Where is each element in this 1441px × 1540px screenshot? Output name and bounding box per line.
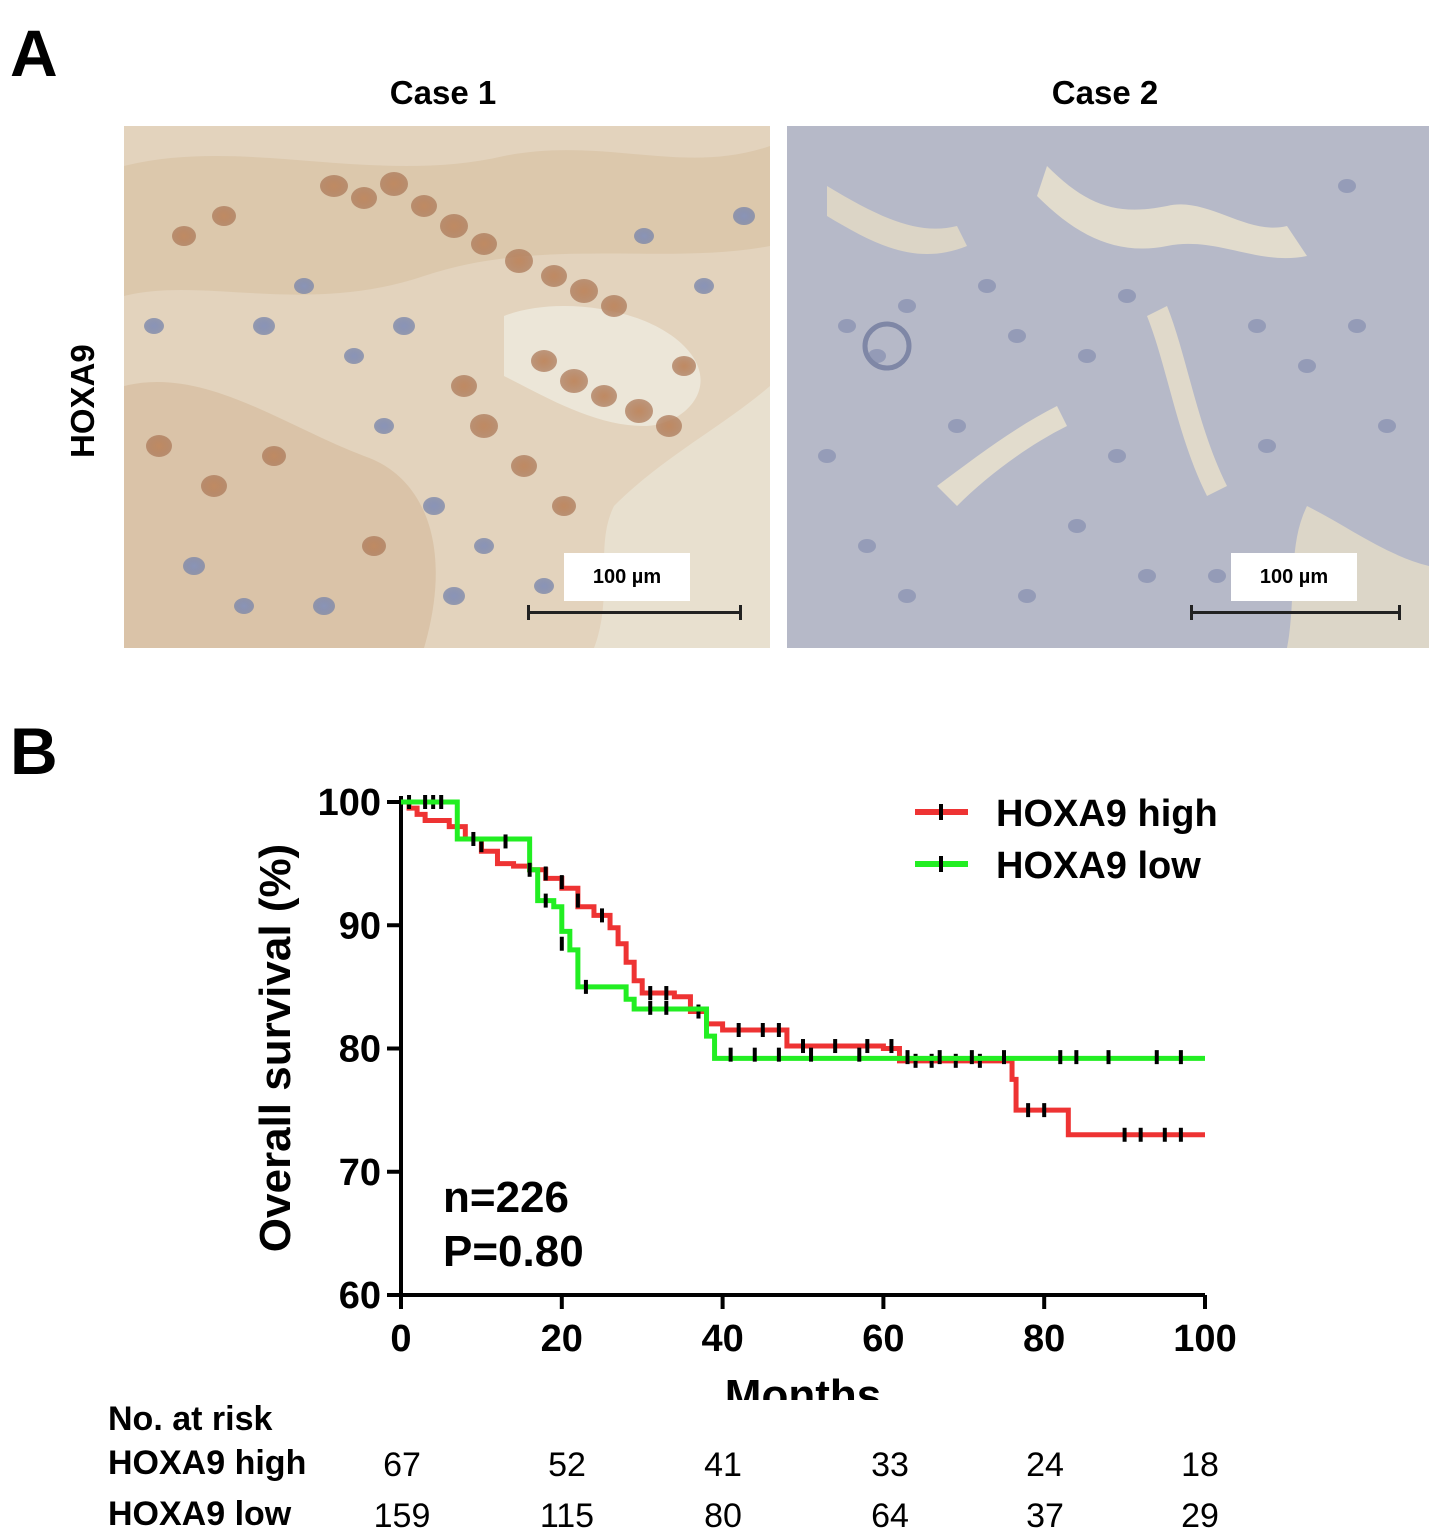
case-1-title: Case 1	[389, 74, 497, 111]
x-tick-label: 60	[862, 1318, 904, 1360]
case-1-scale-label: 100 µm	[564, 553, 690, 601]
y-tick-label: 80	[339, 1029, 381, 1071]
risk-low-60: 64	[871, 1497, 909, 1535]
survival-chart: 0 20 40 60 80 100 60 70 80 90 100 HOXA9 high HOXA9 …	[251, 782, 1237, 1400]
case-2-title: Case 2	[1051, 74, 1159, 111]
risk-row-low-label: HOXA9 low	[108, 1495, 292, 1533]
risk-high-0: 67	[383, 1446, 421, 1484]
risk-high-40: 41	[704, 1446, 742, 1484]
y-axis-label: Overall survival (%)	[251, 844, 300, 1252]
risk-table-header: No. at risk	[108, 1400, 273, 1438]
panel-a-letter: A	[10, 16, 58, 90]
risk-high-100: 18	[1181, 1446, 1219, 1484]
risk-low-100: 29	[1181, 1497, 1219, 1535]
x-tick-label: 0	[390, 1318, 411, 1360]
case-2-scale-label: 100 µm	[1231, 553, 1357, 601]
y-tick-label: 70	[339, 1152, 381, 1194]
annotation-n: n=226	[443, 1173, 569, 1222]
case-1-micrograph: 100 µm	[124, 126, 770, 648]
risk-high-80: 24	[1026, 1446, 1064, 1484]
risk-low-0: 159	[373, 1497, 431, 1535]
hoxa9-row-label: HOXA9	[64, 344, 101, 458]
annotation-p: P=0.80	[443, 1227, 584, 1276]
x-axis-label: Months	[725, 1371, 881, 1400]
risk-high-20: 52	[548, 1446, 586, 1484]
case-1-scale-bar	[527, 605, 742, 620]
x-tick-label: 80	[1023, 1318, 1065, 1360]
risk-low-40: 80	[704, 1497, 742, 1535]
series-line-hoxa9-low	[401, 799, 1205, 1061]
case-2-micrograph: 100 µm	[787, 126, 1429, 648]
legend-label: HOXA9 low	[996, 845, 1201, 887]
y-tick-label: 90	[339, 905, 381, 947]
risk-row-high-label: HOXA9 high	[108, 1444, 307, 1482]
case-2-scale-bar	[1190, 605, 1401, 620]
risk-low-20: 115	[539, 1497, 595, 1535]
y-tick-label: 60	[339, 1275, 381, 1317]
x-tick-label: 20	[541, 1318, 583, 1360]
legend-label: HOXA9 high	[996, 793, 1218, 835]
x-tick-label: 40	[701, 1318, 743, 1360]
panel-b-letter: B	[10, 714, 58, 788]
series-line-hoxa9-high	[401, 799, 1205, 1138]
risk-low-80: 37	[1026, 1497, 1064, 1535]
x-tick-label: 100	[1173, 1318, 1236, 1360]
y-tick-label: 100	[318, 782, 381, 824]
risk-high-60: 33	[871, 1446, 909, 1484]
